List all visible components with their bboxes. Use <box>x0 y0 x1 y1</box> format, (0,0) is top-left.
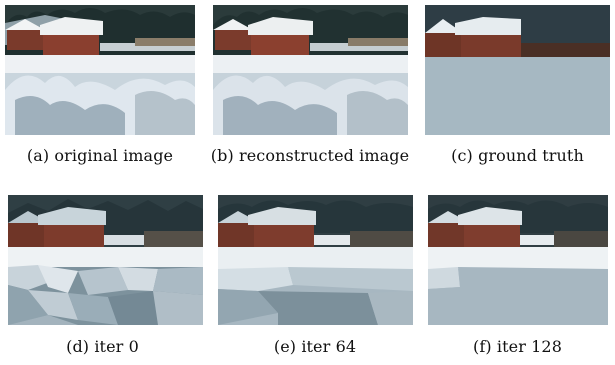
iter-0-image <box>8 195 203 325</box>
iter-64-image <box>218 195 413 325</box>
caption-f: (f) iter 128 <box>473 337 562 356</box>
caption-d: (d) iter 0 <box>66 337 139 356</box>
panel-ground-truth <box>425 5 610 135</box>
caption-c: (c) ground truth <box>451 146 584 165</box>
panel-iter-128 <box>428 195 608 325</box>
iter-128-image <box>428 195 608 325</box>
panel-iter-0 <box>8 195 203 325</box>
panel-original-image <box>5 5 195 135</box>
caption-b: (b) reconstructed image <box>210 146 410 165</box>
panel-reconstructed-image <box>213 5 408 135</box>
caption-e: (e) iter 64 <box>273 337 357 356</box>
reconstructed-image <box>213 5 408 135</box>
caption-a: (a) original image <box>26 146 174 165</box>
panel-iter-64 <box>218 195 413 325</box>
original-image <box>5 5 195 135</box>
ground-truth-image <box>425 5 610 135</box>
